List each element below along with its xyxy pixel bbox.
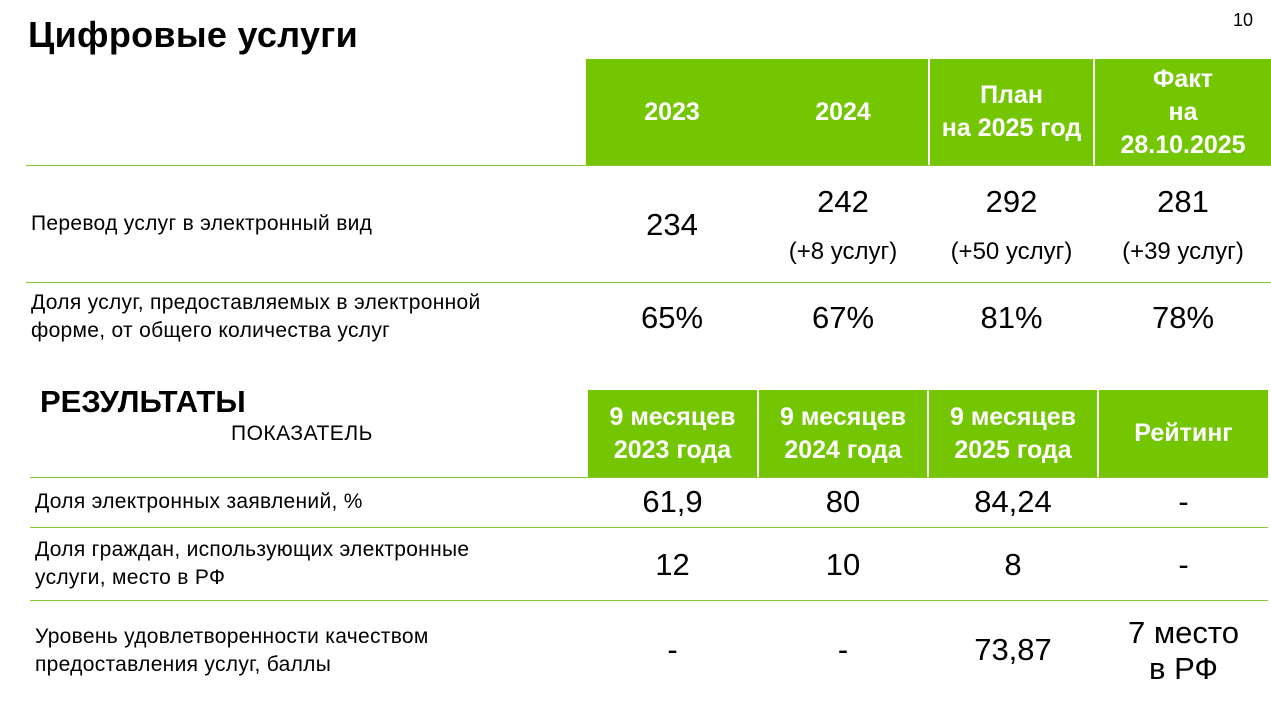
table2-row1-cell-2024: 80: [825, 484, 861, 519]
table2-row3-label: Уровень удовлетворенности качеством пред…: [35, 625, 429, 676]
table2-row1-cell-2025: 84,24: [974, 484, 1052, 519]
table1-row2-cell-2023: 65%: [640, 300, 704, 335]
table1-row2-label: Доля услуг, предоставляемых в электронно…: [31, 291, 481, 342]
table2-row1-cell-2023: 61,9: [642, 484, 703, 519]
table1-row2-cell-plan-2025: 81%: [980, 300, 1043, 335]
table1-row1-cell-plan-2025: 292 (+50 услуг): [930, 184, 1093, 265]
table2-row1-cell-rating: -: [1178, 484, 1189, 519]
indicator-header: ПОКАЗАТЕЛЬ: [231, 422, 373, 445]
table2-header-9m-2024: 9 месяцев 2024 года: [759, 390, 927, 477]
cell-note: (+8 услуг): [788, 238, 898, 265]
table2-row2-cell-2024: 10: [825, 547, 861, 582]
table2-row2-cell-2025: 8: [1004, 547, 1022, 582]
page-number: 10: [1232, 10, 1253, 30]
table2-row3-cell-2025: 73,87: [974, 632, 1052, 667]
cell-note: (+50 услуг): [950, 238, 1073, 265]
table1-row1-cell-fact: 281 (+39 услуг): [1095, 184, 1271, 265]
table1-header-2023: 2023: [586, 59, 758, 165]
table1-row2-cell-fact: 78%: [1151, 300, 1215, 335]
table2-row1-label: Доля электронных заявлений, %: [35, 490, 363, 513]
table2-row3-cell-2023: -: [667, 632, 678, 667]
table2-rule: [30, 527, 1268, 528]
table2-row2-label: Доля граждан, использующих электронные у…: [35, 538, 470, 589]
cell-value: 242: [817, 184, 869, 219]
table2-header-9m-2025: 9 месяцев 2025 года: [929, 390, 1097, 477]
table1-header-plan-2025: План на 2025 год: [930, 59, 1093, 165]
table1-rule: [26, 282, 1271, 283]
table1-row1-cell-2024: 242 (+8 услуг): [758, 184, 928, 265]
table2-header-rating: Рейтинг: [1099, 390, 1268, 477]
table2-header-9m-2023: 9 месяцев 2023 года: [588, 390, 757, 477]
table1-row1-cell-2023: 234: [586, 185, 758, 265]
table2-row3-cell-rating: 7 место в РФ: [1128, 615, 1239, 686]
table1-rule: [26, 165, 1271, 166]
table2-row2-cell-2023: 12: [655, 547, 690, 582]
page-title: Цифровые услуги: [28, 14, 358, 55]
table2-row3-cell-2024: -: [837, 632, 849, 667]
table2-row2-cell-rating: -: [1178, 547, 1189, 582]
table1-row2-cell-2024: 67%: [811, 300, 875, 335]
section-title-results: РЕЗУЛЬТАТЫ: [40, 384, 246, 419]
table1-header-2024: 2024: [758, 59, 928, 165]
table2-rule: [30, 477, 1268, 478]
cell-value: 281: [1157, 184, 1209, 219]
cell-note: (+39 услуг): [1122, 238, 1244, 265]
table1-header-fact: Факт на 28.10.2025: [1095, 59, 1271, 165]
cell-value: 234: [646, 207, 698, 242]
table1-row1-label: Перевод услуг в электронный вид: [31, 212, 373, 235]
cell-value: 292: [985, 184, 1038, 219]
table2-rule: [30, 600, 1268, 601]
